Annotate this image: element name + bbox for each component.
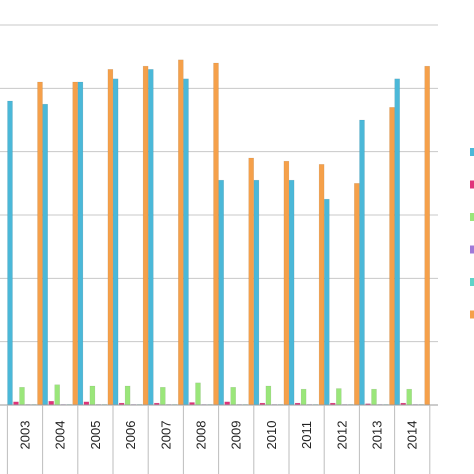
x-axis	[0, 404, 438, 474]
bar	[253, 179, 260, 406]
legend-swatch	[470, 278, 474, 286]
bar	[218, 179, 224, 406]
x-tick-labels: 2003 2004 2005 2006 2007 2008 2009 2010 2011 2012…	[18, 421, 420, 450]
legend-swatch	[470, 310, 474, 319]
x-tick-label: 2010	[264, 421, 279, 450]
bar	[371, 388, 377, 406]
x-tick-label: 2007	[158, 421, 173, 450]
bar	[359, 119, 365, 406]
bar	[148, 69, 154, 406]
bar	[107, 69, 114, 406]
bar	[213, 62, 219, 406]
bar	[7, 100, 13, 406]
bar	[48, 400, 54, 406]
x-tick-label: 2005	[88, 421, 103, 450]
x-tick-label: 2006	[123, 421, 138, 450]
bar	[324, 198, 330, 406]
x-tick-label: 2013	[370, 421, 385, 450]
bar	[183, 78, 189, 406]
legend-swatch	[470, 245, 474, 254]
legend	[470, 148, 474, 319]
x-tick-label: 2014	[405, 421, 420, 450]
x-tick-label: 2003	[18, 421, 33, 450]
x-tick-label: 2008	[194, 421, 209, 450]
legend-swatch	[470, 180, 474, 189]
bar	[142, 65, 149, 406]
bar	[160, 387, 166, 406]
bars	[7, 59, 430, 406]
bar	[336, 388, 342, 406]
bar	[424, 65, 430, 406]
bar	[230, 387, 236, 406]
bar	[112, 78, 119, 406]
bar	[389, 107, 395, 406]
bar	[124, 385, 131, 406]
bar	[54, 384, 60, 406]
bar	[89, 385, 96, 406]
bar	[300, 388, 307, 406]
x-tick-label: 2009	[229, 421, 244, 450]
bar	[72, 81, 78, 406]
bar	[394, 78, 400, 406]
legend-swatch	[470, 213, 474, 221]
x-tick-label: 2004	[53, 421, 68, 450]
bar	[288, 179, 295, 406]
legend-swatch	[470, 148, 474, 156]
bar	[354, 183, 360, 406]
x-tick-label: 2012	[334, 421, 349, 450]
bar	[318, 164, 325, 406]
x-tick-label: 2011	[299, 421, 314, 449]
bar	[178, 59, 184, 406]
bar	[248, 157, 254, 406]
bar	[265, 385, 272, 406]
bar	[37, 81, 43, 406]
bar	[42, 103, 48, 406]
bar	[77, 81, 84, 406]
bar	[283, 160, 290, 406]
bar	[195, 382, 201, 406]
bar	[406, 388, 412, 406]
bar	[19, 387, 25, 406]
